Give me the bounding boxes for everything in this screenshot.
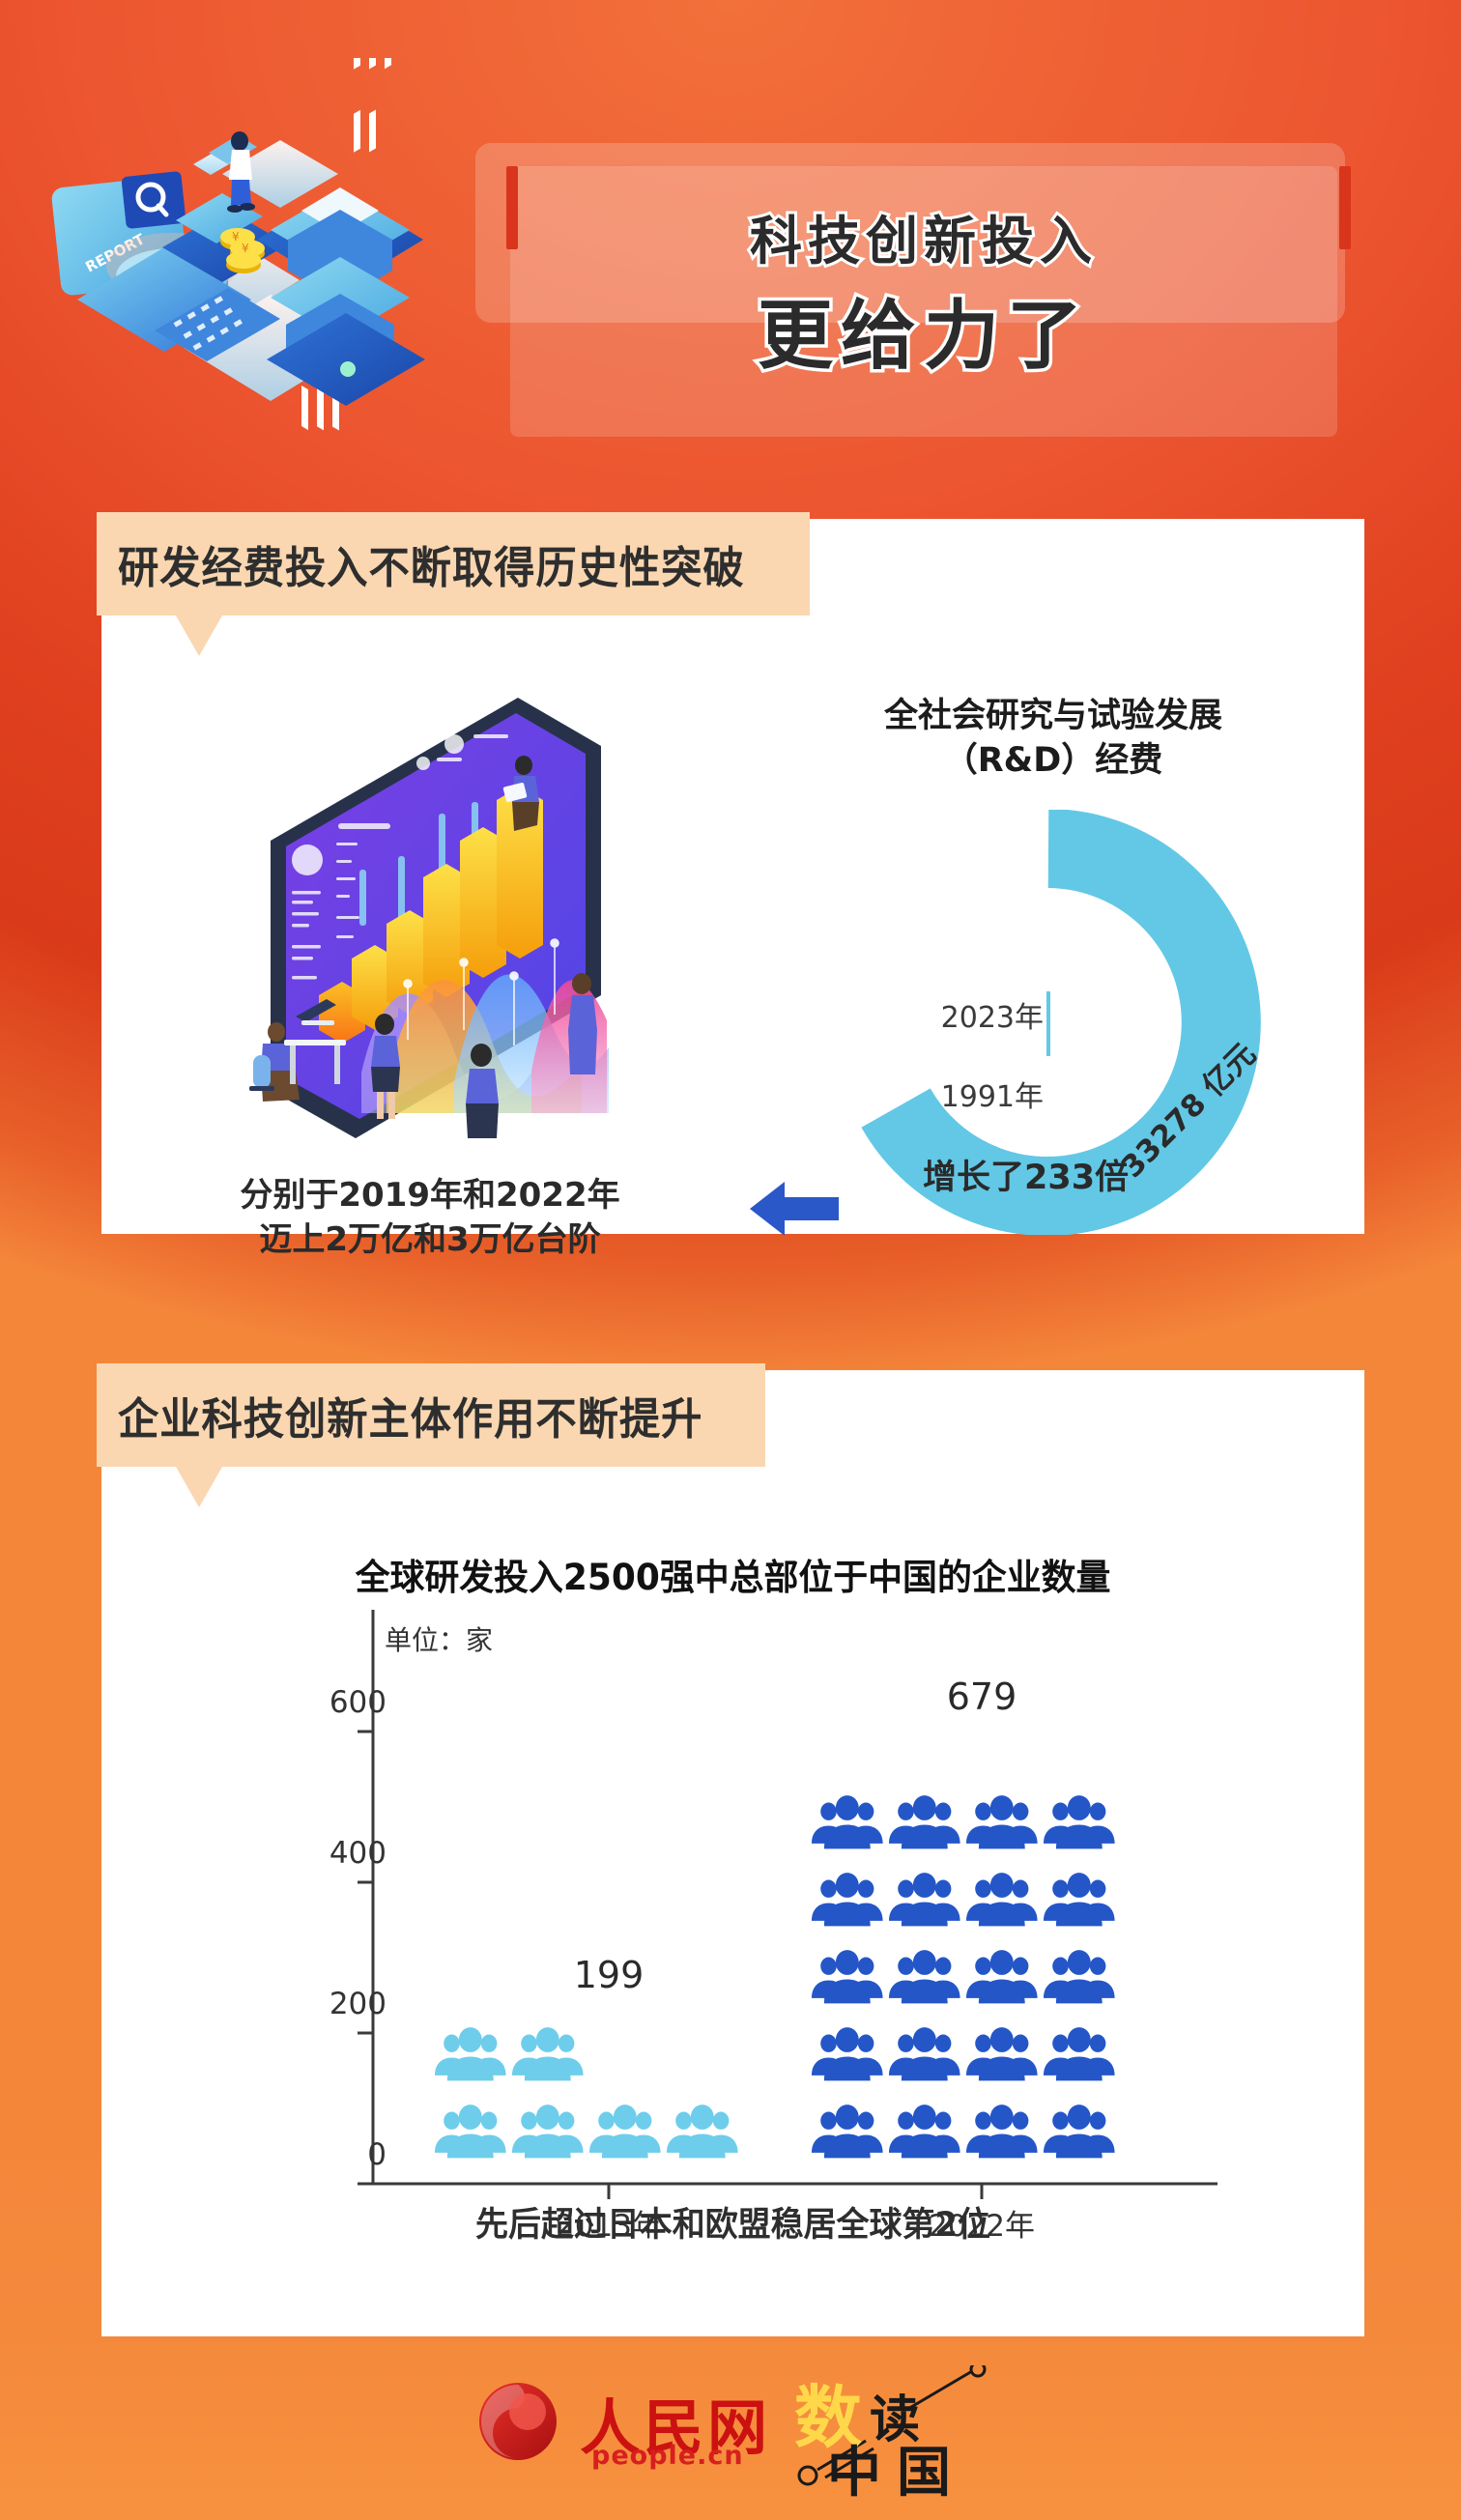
donut-segment-2023 [861, 809, 1261, 1236]
svg-text:¥: ¥ [242, 242, 249, 255]
section-2-panel [101, 1370, 1364, 2336]
donut-title-line2: （R&D）经费 [943, 741, 1163, 781]
people-group-icon [667, 2105, 738, 2159]
pictogram-unit-label: 单位：家 [385, 1624, 494, 1656]
shudu-glyph-3: 中 [827, 2442, 881, 2505]
people-group-icon [435, 2105, 506, 2159]
people-group-icon [512, 2105, 584, 2159]
people-group-icon [812, 2105, 883, 2159]
people-group-icon [1044, 1950, 1115, 2004]
section-2-heading-banner: 企业科技创新主体作用不断提升 [97, 1363, 766, 1467]
people-cn-logo-domain: people.cn [591, 2441, 744, 2471]
header-illustration: REPORT [39, 24, 502, 514]
people-group-icon [889, 2027, 960, 2081]
people-group-icon [812, 1950, 883, 2004]
section-1-note: 分别于2019年和2022年 迈上2万亿和3万亿台阶 [169, 1174, 691, 1263]
people-group-icon [1044, 2105, 1115, 2159]
donut-growth-annotation: 增长了233倍 [923, 1159, 1130, 1197]
data-dashboard-illustration [145, 676, 609, 1140]
shudu-glyph-4: 国 [897, 2442, 951, 2505]
people-group-icon [589, 2105, 661, 2159]
shudu-glyph-2: 读 [870, 2391, 921, 2449]
header: REPORT [0, 0, 1461, 514]
data-label-2013: 199 [573, 1954, 645, 1996]
section-1-note-line2: 迈上2万亿和3万亿台阶 [259, 1219, 601, 1259]
section-1-heading-text: 研发经费投入不断取得历史性突破 [118, 542, 745, 593]
people-group-icon [966, 1950, 1038, 2004]
title-tab-left [506, 166, 518, 249]
people-cn-logo [472, 2375, 761, 2481]
section-2-heading-tail [176, 1467, 222, 1507]
rd-expenditure-donut-chart [836, 809, 1261, 1236]
people-group-icon [966, 2027, 1038, 2081]
people-group-icon [812, 1873, 883, 1927]
shudu-zhongguo-logo [783, 2361, 1005, 2491]
svg-text:¥: ¥ [232, 230, 240, 243]
donut-label-2023: 2023年 [940, 1001, 1044, 1035]
people-group-icon [812, 1795, 883, 1849]
data-label-2022: 679 [946, 1675, 1017, 1718]
shudu-glyph-1: 数 [794, 2378, 862, 2457]
header-title-line1: 科技创新投入 [747, 208, 1098, 274]
people-group-icon [966, 2105, 1038, 2159]
people-group-icon [889, 1795, 960, 1849]
y-axis-tick-600: 600 [329, 1685, 387, 1720]
donut-label-1991: 1991年 [940, 1080, 1044, 1114]
header-title-line2: 更给力了 [754, 290, 1090, 384]
people-group-icon [966, 1795, 1038, 1849]
section-1-heading-tail [176, 616, 222, 656]
section-2-note: 先后超过日本和欧盟稳居全球第2位 [475, 2206, 990, 2245]
x-axis-tick-2022: 2022年 [929, 2209, 1035, 2244]
people-group-icon [1044, 1795, 1115, 1849]
pictogram-chart [290, 1604, 1256, 2242]
people-group-icon [889, 2105, 960, 2159]
people-cn-logo-wordmark: 人民网 [580, 2392, 772, 2463]
people-group-icon [1044, 2027, 1115, 2081]
people-group-icon [435, 2027, 506, 2081]
y-axis-tick-400: 400 [329, 1836, 387, 1871]
people-group-icon [1044, 1873, 1115, 1927]
section-1-heading-banner: 研发经费投入不断取得历史性突破 [97, 512, 811, 616]
people-group-icon [812, 2027, 883, 2081]
section-2-heading-text: 企业科技创新主体作用不断提升 [118, 1393, 703, 1445]
people-group-icon [889, 1950, 960, 2004]
people-group-icon [966, 1873, 1038, 1927]
pictogram-chart-title: 全球研发投入2500强中总部位于中国的企业数量 [355, 1557, 1111, 1598]
people-group-icon [889, 1873, 960, 1927]
title-tab-right [1339, 166, 1351, 249]
y-axis-tick-200: 200 [329, 1987, 387, 2021]
left-pointing-arrow-icon [746, 1174, 843, 1244]
x-axis-tick-2013: 2013年 [556, 2209, 662, 2244]
donut-chart-title: 全社会研究与试验发展 （R&D）经费 [826, 694, 1280, 783]
title-plate-inner [510, 166, 1337, 437]
people-group-icon [512, 2027, 584, 2081]
section-1-note-line1: 分别于2019年和2022年 [240, 1176, 620, 1215]
donut-title-line1: 全社会研究与试验发展 [883, 697, 1222, 735]
title-plate-outer [475, 143, 1345, 323]
footer: 人民网 people.cn 数 读 中 国 [0, 2358, 1461, 2520]
y-axis-tick-0: 0 [367, 2137, 387, 2172]
